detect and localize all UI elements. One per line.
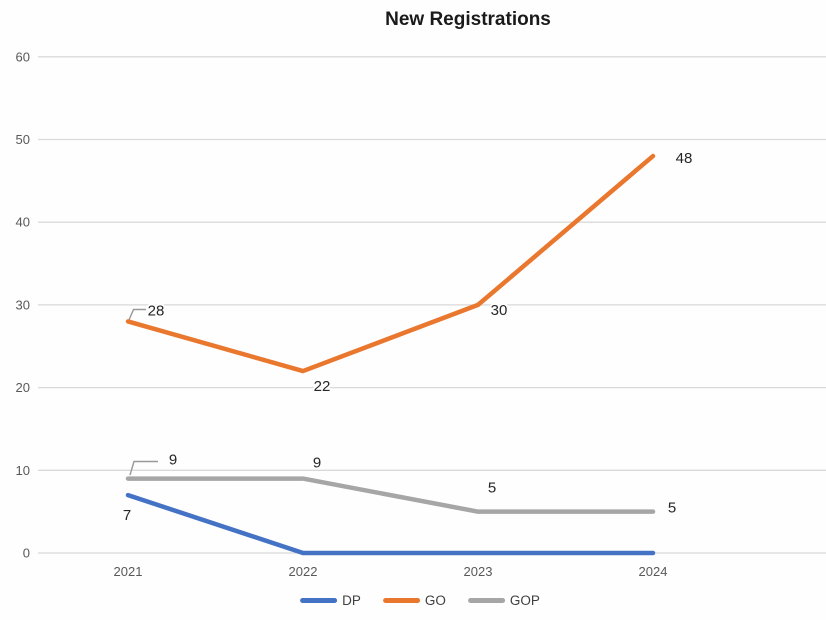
data-label-gop-2022: 9	[313, 455, 321, 472]
data-label-go-2024: 48	[676, 150, 693, 167]
series-line-go	[125, 153, 656, 374]
legend-label-dp: DP	[342, 593, 361, 608]
legend-swatch-gop	[467, 598, 505, 603]
y-axis-tick: 50	[16, 132, 30, 147]
y-axis-tick: 60	[16, 49, 30, 64]
data-label-go-2021: 28	[148, 302, 165, 319]
x-axis-tick: 2021	[114, 564, 143, 579]
x-axis-tick: 2023	[464, 564, 493, 579]
legend-label-go: GO	[424, 593, 446, 608]
x-axis-tick: 2022	[289, 564, 318, 579]
legend-swatch-dp	[300, 598, 338, 603]
data-label-gop-2024: 5	[668, 500, 676, 517]
data-label-leader-line	[128, 308, 146, 321]
series-line-gop	[125, 476, 656, 514]
data-label-go-2022: 22	[314, 378, 331, 395]
y-axis-tick: 0	[23, 546, 30, 561]
chart-title: New Registrations	[385, 9, 551, 30]
legend-label-gop: GOP	[509, 593, 540, 608]
series-line-dp	[125, 492, 656, 556]
y-axis-tick: 10	[16, 463, 30, 478]
data-label-gop-2023: 5	[488, 480, 496, 497]
data-label-leader-line	[129, 460, 158, 476]
x-axis-tick: 2024	[639, 564, 668, 579]
data-label-go-2023: 30	[491, 302, 508, 319]
legend-item-go: GO	[382, 593, 446, 608]
legend-item-gop: GOP	[467, 593, 540, 608]
data-label-gop-2021: 9	[169, 452, 177, 469]
y-axis-tick: 20	[16, 380, 30, 395]
legend: DP GO GOP	[300, 593, 540, 608]
legend-item-dp: DP	[300, 593, 361, 608]
data-label-dp-2021: 7	[123, 507, 131, 524]
y-axis-tick: 40	[16, 215, 30, 230]
legend-swatch-go	[382, 598, 420, 603]
y-axis-tick: 30	[16, 297, 30, 312]
